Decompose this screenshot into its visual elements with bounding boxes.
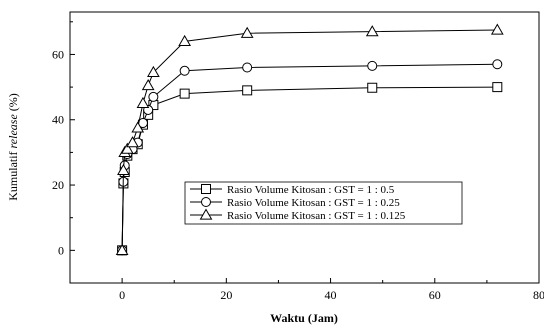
series-layer (115, 23, 504, 256)
series-2-point (367, 60, 378, 71)
series-3-point (115, 243, 129, 255)
plot-frame (69, 11, 540, 284)
x-tick-label: 40 (325, 288, 337, 302)
legend-entry-1: Rasio Volume Kitosan : GST = 1 : 0.5 (190, 184, 395, 196)
legend: Rasio Volume Kitosan : GST = 1 : 0.5Rasi… (184, 181, 463, 225)
series-3-point (147, 65, 160, 78)
y-tick-label: 0 (58, 243, 64, 257)
y-tick-label: 40 (52, 113, 64, 127)
series-1-point (367, 82, 378, 93)
x-axis-title: Waktu (Jam) (270, 311, 338, 325)
series-1-point (492, 82, 503, 93)
legend-items: Rasio Volume Kitosan : GST = 1 : 0.5Rasi… (190, 184, 406, 222)
series-2-point (242, 62, 253, 73)
legend-marker-square (201, 184, 211, 194)
legend-entry-2: Rasio Volume Kitosan : GST = 1 : 0.25 (190, 197, 400, 209)
y-axis-ticks: 0 20 40 60 (52, 21, 75, 284)
series-2-point (148, 91, 159, 102)
x-axis-ticks: 0 20 40 60 80 (69, 278, 544, 302)
series-3-point (131, 121, 145, 133)
series-1-point (242, 85, 253, 96)
y-axis-title-suffix: (%) (6, 93, 20, 114)
y-tick-label: 20 (52, 178, 64, 192)
legend-box (184, 181, 463, 225)
series-3-point (120, 142, 134, 154)
x-tick-label: 80 (533, 288, 544, 302)
series-3-point (178, 34, 192, 47)
series-3-point (365, 25, 379, 37)
series-2-point (492, 59, 503, 70)
series-1-point (179, 88, 190, 99)
legend-marker-circle (201, 197, 211, 207)
series-3-point (136, 96, 150, 109)
x-tick-label: 60 (429, 288, 441, 302)
y-axis-title-prefix: Kumulatif (6, 148, 20, 200)
series-3-point (126, 136, 139, 148)
series-3-point (117, 163, 130, 175)
y-axis-title-italic: release (6, 114, 20, 149)
y-tick-label: 60 (52, 47, 64, 61)
series-1 (117, 82, 503, 256)
legend-marker-triangle (199, 208, 213, 220)
x-tick-label: 20 (220, 288, 232, 302)
series-3-point (490, 23, 504, 35)
series-3-point (141, 78, 155, 91)
x-tick-label: 0 (119, 288, 125, 302)
legend-label: Rasio Volume Kitosan : GST = 1 : 0.5 (227, 184, 395, 196)
series-1-line (121, 86, 498, 251)
series-3 (115, 23, 504, 255)
legend-entry-3: Rasio Volume Kitosan : GST = 1 : 0.125 (190, 208, 406, 222)
legend-label: Rasio Volume Kitosan : GST = 1 : 0.25 (227, 197, 400, 209)
y-axis-title: Kumulatif release (%) (6, 93, 20, 201)
legend-label: Rasio Volume Kitosan : GST = 1 : 0.125 (227, 210, 406, 222)
series-3-point (240, 26, 254, 38)
series-2-point (179, 65, 190, 76)
